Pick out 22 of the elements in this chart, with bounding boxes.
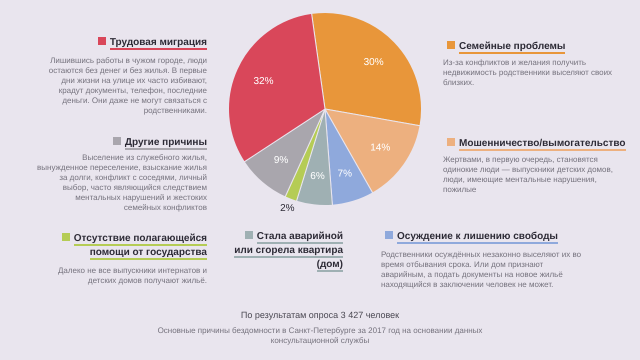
legend-label: Стала аварийной или сгорела квартира (дом)	[234, 231, 343, 270]
legend-label: Мошенничество/вымогательство	[459, 138, 626, 149]
legend-label: Трудовая миграция	[110, 37, 207, 48]
legend-label: Осуждение к лишению свободы	[397, 231, 558, 242]
data-label: 32%	[253, 76, 274, 87]
text: Жертвами, в первую очередь, становятся одинокие люди — выпускники детских домов, люди, имеющие ментальные нарушения, пожилые	[443, 155, 614, 195]
text: По результатам опроса 3 427 человек	[240, 310, 400, 320]
data-label: 9%	[274, 155, 288, 166]
text: Родственники осуждённых незаконно выселяют их во время отбывания срока. Или дом признают аварийным, а подать документы на новое жильё находящийся в заключении человек не может.	[381, 250, 582, 290]
data-label: 30%	[364, 56, 384, 68]
data-label: 14%	[370, 142, 390, 154]
legend-label: Семейные проблемы	[459, 41, 566, 52]
legend-label: Другие причины	[124, 137, 207, 148]
data-label: 2%	[280, 202, 295, 214]
text: Основные причины бездомности в Санкт-Петербурге за 2017 год на основании данных консультационной службы	[156, 326, 484, 346]
text: Выселение из служебного жилья, вынужденное переселение, взыскание жилья за долги, конфликт с соседями, личный выбор, часто являющийся следствием ментальных нарушений и жестоких семейных конфликтов	[37, 153, 207, 213]
text: Из-за конфликтов и желания получить недвижимость родственники выселяют своих близких.	[443, 58, 614, 88]
text: Далеко не все выпускники интернатов и детских домов получают жильё.	[56, 266, 207, 286]
data-label: 7%	[338, 168, 352, 180]
text: Лишившись работы в чужом городе, люди остаются без денег и без жилья. В первые дни жизни на улице их часто избивают, крадут документы, телефон, последние деньги. Они даже не могут связаться с родственниками.	[48, 56, 207, 116]
data-label: 6%	[310, 170, 325, 182]
legend-label: Отсутствие полагающейся помощи от государства	[74, 233, 207, 258]
